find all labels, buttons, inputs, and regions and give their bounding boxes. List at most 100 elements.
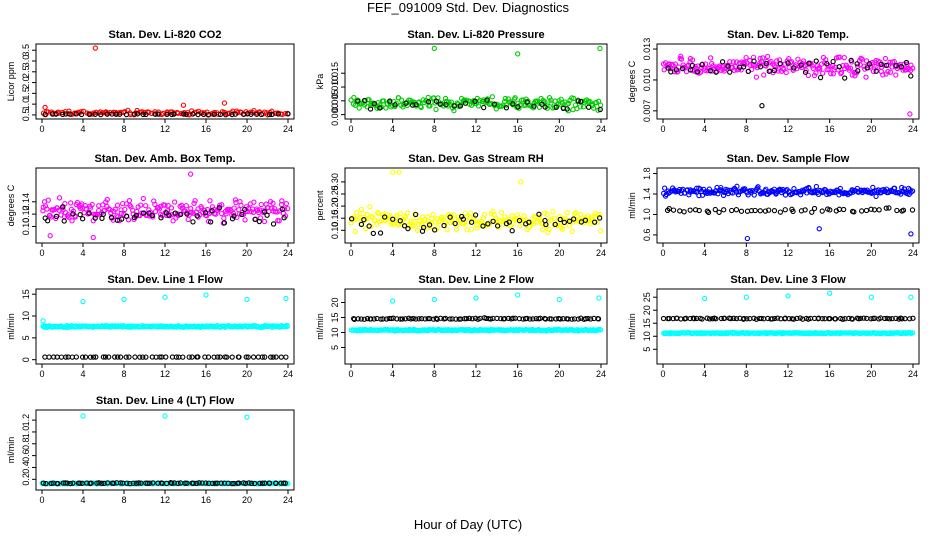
outlier-point	[431, 296, 437, 303]
data-point-selected	[864, 315, 870, 322]
data-point-selected	[687, 207, 693, 213]
x-tick-label: 0	[348, 248, 353, 258]
data-point-selected	[811, 205, 818, 212]
y-tick-label: 1.2	[21, 414, 31, 427]
data-point-selected	[116, 111, 123, 117]
outlier-point	[40, 318, 46, 324]
data-point-selected	[543, 221, 549, 228]
panel-title: Stan. Dev. Sample Flow	[727, 153, 850, 165]
outlier-point	[816, 226, 822, 232]
data-point-selected	[96, 480, 102, 486]
data-point-selected	[259, 354, 265, 360]
x-tick-label: 20	[866, 369, 876, 379]
data-point-selected	[771, 67, 777, 74]
x-tick-label: 0	[39, 495, 44, 505]
data-point-selected	[413, 211, 419, 218]
data-point-selected	[145, 480, 151, 486]
x-tick-label: 8	[744, 248, 749, 258]
data-point-selected	[893, 62, 899, 69]
data-point-selected	[146, 210, 152, 216]
data-point-selected	[42, 111, 48, 118]
data-point-all	[598, 228, 604, 234]
data-point-all	[45, 197, 51, 203]
x-tick-label: 20	[554, 124, 564, 134]
data-point-selected	[182, 480, 188, 486]
data-point-selected	[408, 316, 414, 322]
data-point-selected	[123, 111, 130, 118]
data-point-all	[753, 74, 760, 80]
data-point-selected	[762, 208, 769, 214]
data-point-all	[546, 226, 552, 232]
data-point-selected	[140, 354, 146, 360]
y-tick-label: 0.12	[21, 205, 31, 223]
y-tick-label: 0.6	[642, 229, 652, 242]
data-point-selected	[582, 217, 589, 223]
data-point-selected	[691, 316, 697, 322]
data-point-selected	[552, 221, 558, 228]
data-point-selected	[785, 60, 791, 66]
data-point-all	[435, 224, 441, 230]
data-point-all	[747, 62, 753, 68]
data-point-all	[120, 200, 126, 207]
data-point-selected	[258, 111, 265, 118]
data-point-all	[741, 61, 748, 67]
data-point-selected	[402, 316, 409, 322]
data-point-all	[743, 54, 749, 61]
data-point-selected	[794, 315, 800, 322]
data-point-all	[500, 221, 507, 227]
data-point-selected	[665, 65, 671, 71]
data-point-all	[283, 201, 290, 207]
data-point-selected	[377, 105, 383, 111]
y-tick-label: 0.4	[21, 461, 31, 474]
data-point-all	[539, 226, 546, 233]
data-point-all	[824, 191, 830, 198]
data-point-selected	[64, 480, 70, 486]
data-point-selected	[569, 316, 575, 322]
data-point-selected	[899, 316, 905, 322]
x-tick-label: 12	[471, 369, 481, 379]
data-point-selected	[851, 209, 857, 215]
data-point-selected	[73, 111, 79, 117]
data-point-selected	[854, 61, 860, 67]
outlier-point	[92, 45, 98, 51]
data-point-selected	[259, 480, 266, 486]
data-point-selected	[462, 100, 469, 106]
data-point-selected	[217, 111, 224, 117]
data-point-selected	[147, 480, 153, 486]
data-point-selected	[777, 209, 784, 215]
x-tick-label: 24	[283, 495, 293, 505]
y-tick-label: 1.0	[642, 208, 652, 221]
data-point-selected	[133, 212, 140, 218]
y-tick-label: 0.007	[642, 100, 652, 123]
data-point-all	[411, 218, 417, 224]
outlier-point	[868, 294, 874, 300]
data-point-selected	[758, 315, 764, 322]
data-point-selected	[397, 218, 403, 224]
data-point-selected	[355, 316, 361, 322]
data-point-all	[505, 96, 511, 102]
data-point-all	[686, 192, 692, 198]
data-point-all	[360, 210, 366, 217]
data-point-all	[584, 213, 591, 219]
y-axis-label: Licor ppm	[6, 62, 16, 102]
data-point-all	[698, 64, 705, 71]
data-point-selected	[364, 315, 371, 322]
data-point-all	[398, 97, 405, 103]
points	[40, 45, 291, 118]
data-point-selected	[117, 480, 124, 486]
data-point-selected	[597, 106, 603, 113]
data-point-all	[224, 206, 231, 213]
x-tick-label: 8	[432, 248, 437, 258]
data-point-all	[847, 65, 854, 71]
data-point-selected	[516, 217, 523, 224]
data-point-all	[270, 200, 276, 206]
data-point-selected	[452, 220, 458, 227]
data-point-selected	[481, 104, 487, 111]
data-point-all	[813, 183, 820, 190]
data-point-selected	[472, 98, 478, 104]
x-tick-label: 24	[596, 369, 606, 379]
data-point-selected	[252, 480, 258, 487]
data-point-selected	[397, 316, 404, 322]
data-point-all	[727, 59, 733, 65]
x-tick-label: 8	[121, 248, 126, 258]
